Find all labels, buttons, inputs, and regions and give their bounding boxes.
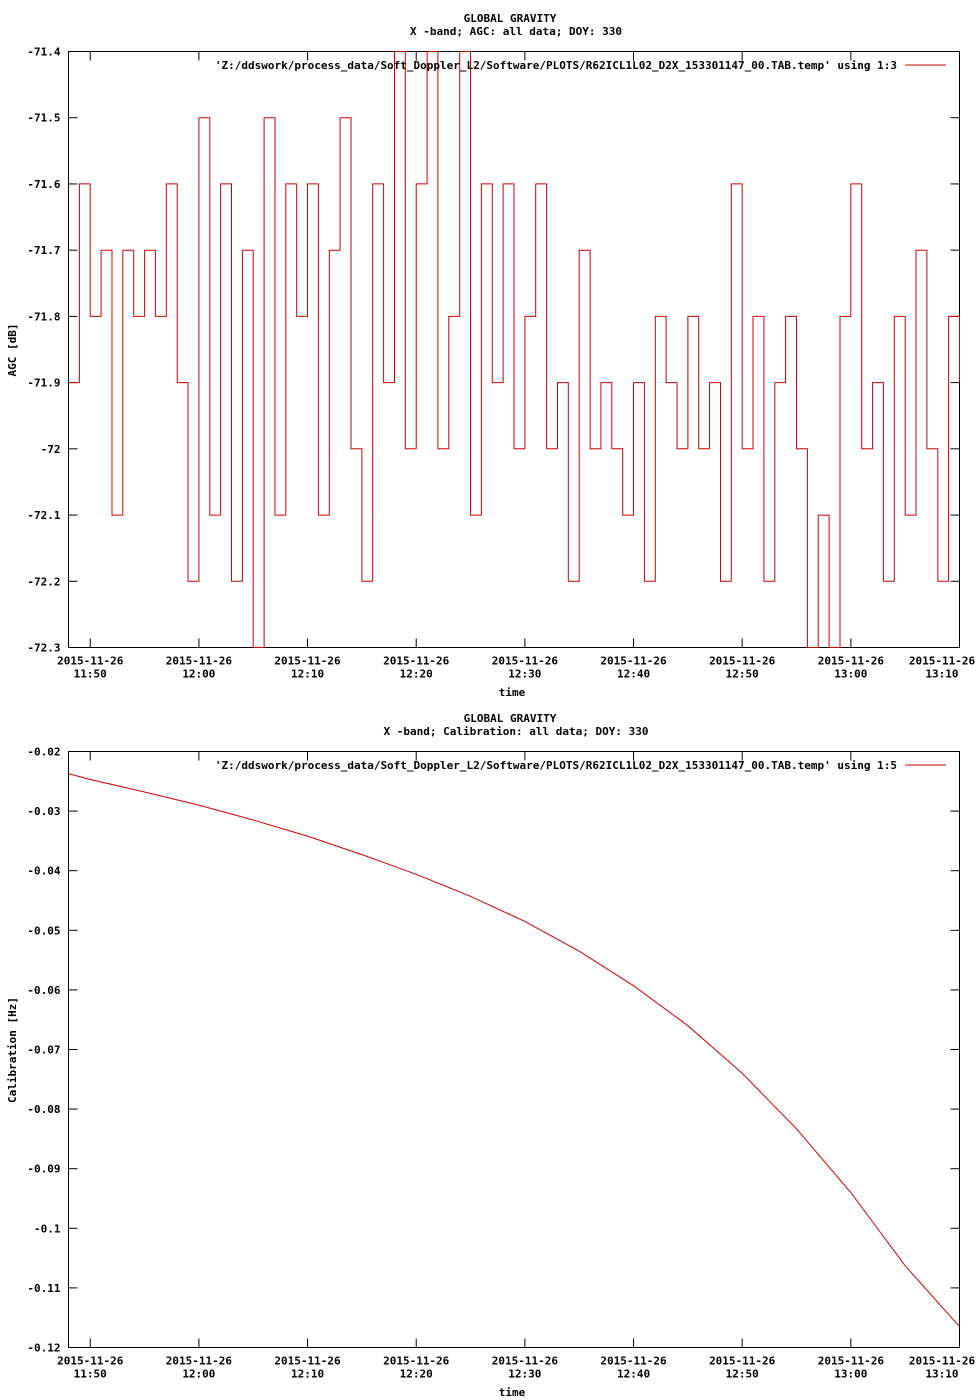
agc-x-tick-time: 12:40 [617, 668, 650, 681]
calibration-x-tick-time: 12:20 [400, 1368, 433, 1381]
agc-x-tick-date: 2015-11-26 [383, 655, 450, 668]
agc-y-tick-label: -71.6 [27, 178, 60, 191]
agc-legend-label: 'Z:/ddswork/process_data/Soft_Doppler_L2… [215, 59, 897, 72]
calibration-x-tick-time: 11:50 [74, 1368, 107, 1381]
calibration-x-tick-time: 13:10 [925, 1368, 958, 1381]
agc-x-tick-time: 13:00 [834, 668, 867, 681]
agc-x-tick-date: 2015-11-26 [274, 655, 341, 668]
calibration-chart-subtitle: X -band; Calibration: all data; DOY: 330 [384, 725, 649, 738]
calibration-x-axis-label: time [499, 1386, 526, 1399]
agc-y-tick-label: -71.7 [27, 244, 60, 257]
calibration-y-ticks: -0.02 -0.03 -0.04 -0.05 -0.06 -0.07 -0.08 -0.09… [27, 746, 960, 1355]
agc-series-line [68, 51, 960, 648]
calibration-y-tick-label: -0.1 [34, 1222, 61, 1235]
calibration-y-tick-label: -0.02 [27, 746, 60, 759]
calibration-legend-label: 'Z:/ddswork/process_data/Soft_Doppler_L2… [215, 759, 897, 772]
calibration-x-tick-date: 2015-11-26 [492, 1355, 559, 1368]
calibration-y-tick-label: -0.09 [27, 1163, 60, 1176]
calibration-x-tick-time: 12:00 [182, 1368, 215, 1381]
calibration-x-ticks: 2015-11-2611:502015-11-2612:002015-11-26… [57, 751, 976, 1381]
calibration-plot-frame [68, 751, 960, 1348]
calibration-x-tick-time: 12:50 [726, 1368, 759, 1381]
calibration-x-tick-date: 2015-11-26 [57, 1355, 124, 1368]
agc-y-tick-label: -71.9 [27, 377, 60, 390]
agc-x-tick-date: 2015-11-26 [909, 655, 976, 668]
calibration-x-tick-date: 2015-11-26 [600, 1355, 667, 1368]
agc-x-tick-date: 2015-11-26 [709, 655, 776, 668]
calibration-x-tick-time: 12:40 [617, 1368, 650, 1381]
calibration-x-tick-date: 2015-11-26 [909, 1355, 976, 1368]
agc-chart-subtitle: X -band; AGC: all data; DOY: 330 [410, 25, 622, 38]
agc-x-tick-time: 12:00 [182, 668, 215, 681]
agc-x-tick-time: 13:10 [925, 668, 958, 681]
agc-y-tick-label: -71.8 [27, 310, 60, 323]
agc-x-tick-time: 12:50 [726, 668, 759, 681]
agc-x-axis-label: time [499, 686, 526, 699]
agc-chart-title: GLOBAL GRAVITY [464, 12, 557, 25]
calibration-y-tick-label: -0.11 [27, 1282, 60, 1295]
agc-y-tick-label: -72 [41, 443, 61, 456]
calibration-y-axis-label: Calibration [Hz] [6, 997, 19, 1103]
agc-x-tick-date: 2015-11-26 [818, 655, 885, 668]
agc-y-tick-label: -71.5 [27, 112, 60, 125]
agc-x-tick-time: 12:30 [508, 668, 541, 681]
calibration-x-tick-date: 2015-11-26 [274, 1355, 341, 1368]
agc-x-tick-date: 2015-11-26 [166, 655, 233, 668]
agc-y-tick-label: -72.1 [27, 509, 60, 522]
calibration-x-tick-date: 2015-11-26 [818, 1355, 885, 1368]
agc-x-tick-time: 12:20 [400, 668, 433, 681]
calibration-y-tick-label: -0.04 [27, 865, 60, 878]
agc-y-tick-label: -72.3 [27, 642, 60, 655]
calibration-y-tick-label: -0.05 [27, 924, 60, 937]
agc-y-tick-label: -72.2 [27, 575, 60, 588]
agc-x-tick-date: 2015-11-26 [57, 655, 124, 668]
calibration-chart: GLOBAL GRAVITY X -band; Calibration: all… [6, 712, 975, 1399]
calibration-x-tick-time: 12:30 [508, 1368, 541, 1381]
calibration-x-tick-date: 2015-11-26 [166, 1355, 233, 1368]
calibration-chart-title: GLOBAL GRAVITY [464, 712, 557, 725]
agc-y-ticks: -71.4 -71.5 -71.6 -71.7 -71.8 -71.9 -72 -72.1 -7… [27, 46, 960, 655]
calibration-y-tick-label: -0.08 [27, 1103, 60, 1116]
calibration-y-tick-label: -0.03 [27, 805, 60, 818]
agc-x-tick-time: 12:10 [291, 668, 324, 681]
agc-y-axis-label: AGC [dB] [6, 324, 19, 377]
calibration-y-tick-label: -0.07 [27, 1044, 60, 1057]
calibration-x-tick-date: 2015-11-26 [709, 1355, 776, 1368]
agc-y-tick-label: -71.4 [27, 46, 60, 59]
calibration-y-tick-label: -0.12 [27, 1342, 60, 1355]
agc-x-tick-date: 2015-11-26 [600, 655, 667, 668]
calibration-x-tick-time: 12:10 [291, 1368, 324, 1381]
agc-x-ticks: 2015-11-2611:502015-11-2612:002015-11-26… [57, 51, 976, 681]
calibration-series-line [68, 773, 960, 1327]
agc-chart: GLOBAL GRAVITY X -band; AGC: all data; D… [6, 12, 975, 699]
calibration-y-tick-label: -0.06 [27, 984, 60, 997]
agc-x-tick-time: 11:50 [74, 668, 107, 681]
calibration-x-tick-date: 2015-11-26 [383, 1355, 450, 1368]
agc-x-tick-date: 2015-11-26 [492, 655, 559, 668]
calibration-x-tick-time: 13:00 [834, 1368, 867, 1381]
